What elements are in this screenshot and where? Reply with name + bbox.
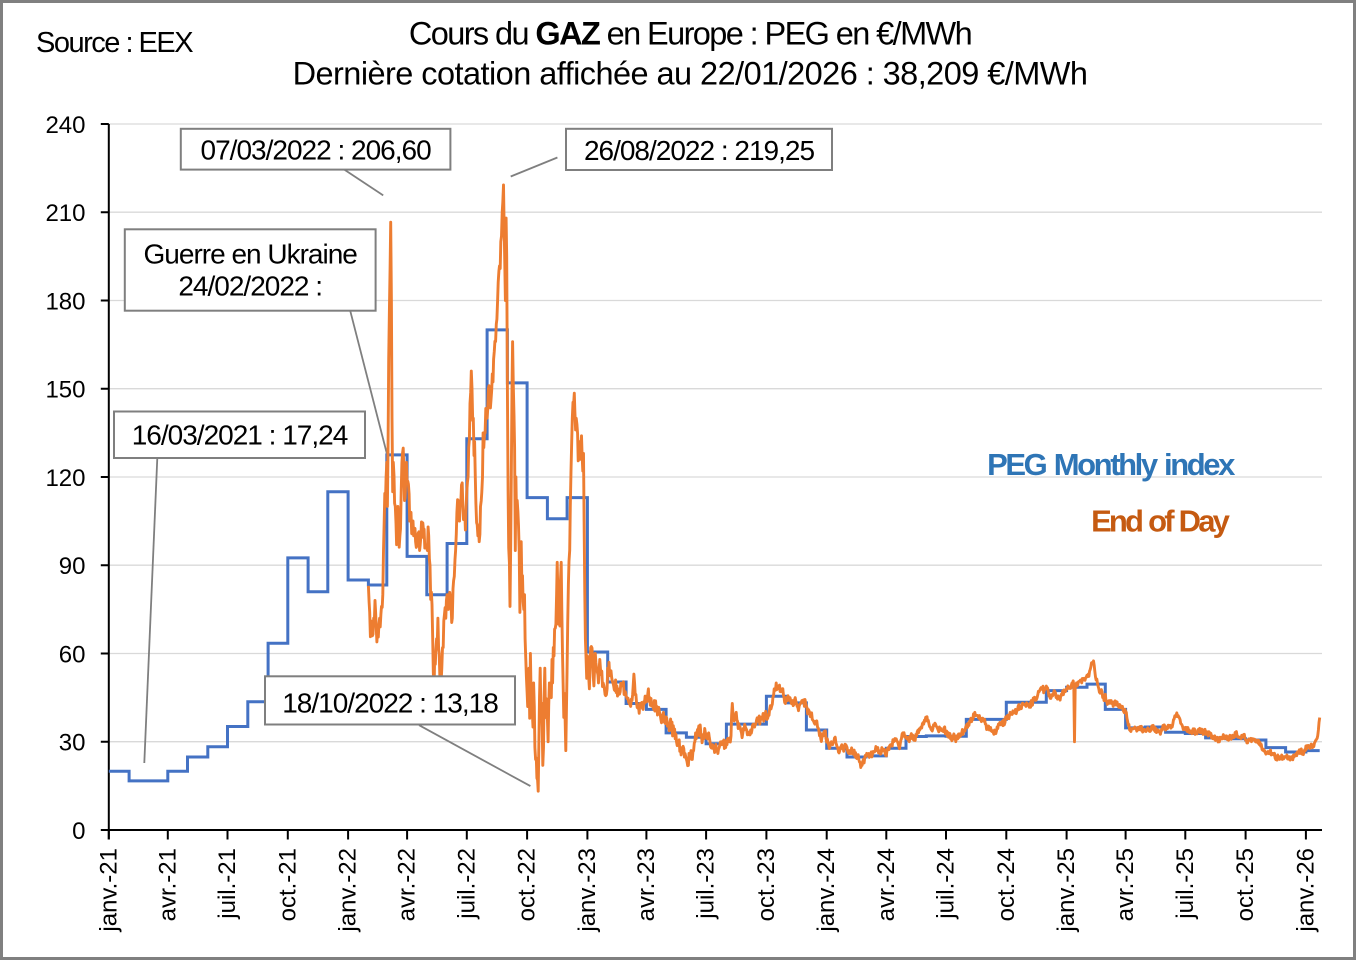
svg-text:180: 180: [45, 289, 85, 316]
svg-text:janv.-25: janv.-25: [1053, 848, 1080, 933]
svg-text:30: 30: [59, 730, 86, 757]
svg-text:150: 150: [45, 377, 85, 404]
svg-text:Source : EEX: Source : EEX: [36, 27, 193, 59]
svg-text:18/10/2022 : 13,18: 18/10/2022 : 13,18: [282, 687, 498, 718]
svg-text:avr.-21: avr.-21: [154, 848, 181, 921]
svg-text:07/03/2022 : 206,60: 07/03/2022 : 206,60: [201, 135, 432, 166]
svg-text:avr.-25: avr.-25: [1112, 848, 1139, 921]
svg-text:240: 240: [45, 112, 85, 139]
svg-text:90: 90: [59, 553, 86, 580]
svg-text:avr.-23: avr.-23: [633, 848, 660, 921]
svg-text:End of Day: End of Day: [1091, 504, 1231, 539]
svg-text:0: 0: [72, 818, 85, 845]
svg-text:janv.-22: janv.-22: [335, 848, 362, 933]
svg-text:120: 120: [45, 465, 85, 492]
svg-text:juil.-24: juil.-24: [933, 848, 960, 920]
svg-text:juil.-22: juil.-22: [453, 848, 480, 920]
svg-text:juil.-23: juil.-23: [693, 848, 720, 920]
svg-text:oct.-23: oct.-23: [753, 848, 780, 921]
svg-text:24/02/2022 :: 24/02/2022 :: [178, 270, 322, 301]
svg-text:janv.-21: janv.-21: [95, 848, 122, 933]
svg-text:16/03/2021 : 17,24: 16/03/2021 : 17,24: [132, 420, 348, 451]
svg-text:Guerre en Ukraine: Guerre en Ukraine: [144, 238, 358, 269]
svg-text:oct.-24: oct.-24: [993, 848, 1020, 921]
svg-text:60: 60: [59, 642, 86, 669]
svg-text:210: 210: [45, 200, 85, 227]
svg-text:oct.-25: oct.-25: [1232, 848, 1259, 921]
svg-text:janv.-26: janv.-26: [1292, 848, 1319, 933]
svg-text:janv.-24: janv.-24: [813, 848, 840, 933]
svg-text:avr.-24: avr.-24: [873, 848, 900, 921]
svg-text:juil.-21: juil.-21: [214, 848, 241, 920]
svg-text:oct.-21: oct.-21: [274, 848, 301, 921]
svg-text:oct.-22: oct.-22: [514, 848, 541, 921]
svg-text:juil.-25: juil.-25: [1172, 848, 1199, 920]
svg-text:26/08/2022 : 219,25: 26/08/2022 : 219,25: [584, 135, 815, 166]
svg-text:avr.-22: avr.-22: [394, 848, 421, 921]
svg-text:janv.-23: janv.-23: [574, 848, 601, 933]
svg-text:Dernière cotation affichée au: Dernière cotation affichée au 22/01/2026…: [293, 56, 1088, 92]
svg-text:Cours du GAZ en Europe : PEG e: Cours du GAZ en Europe : PEG en €/MWh: [409, 16, 971, 52]
svg-text:PEG Monthly index: PEG Monthly index: [987, 447, 1236, 482]
